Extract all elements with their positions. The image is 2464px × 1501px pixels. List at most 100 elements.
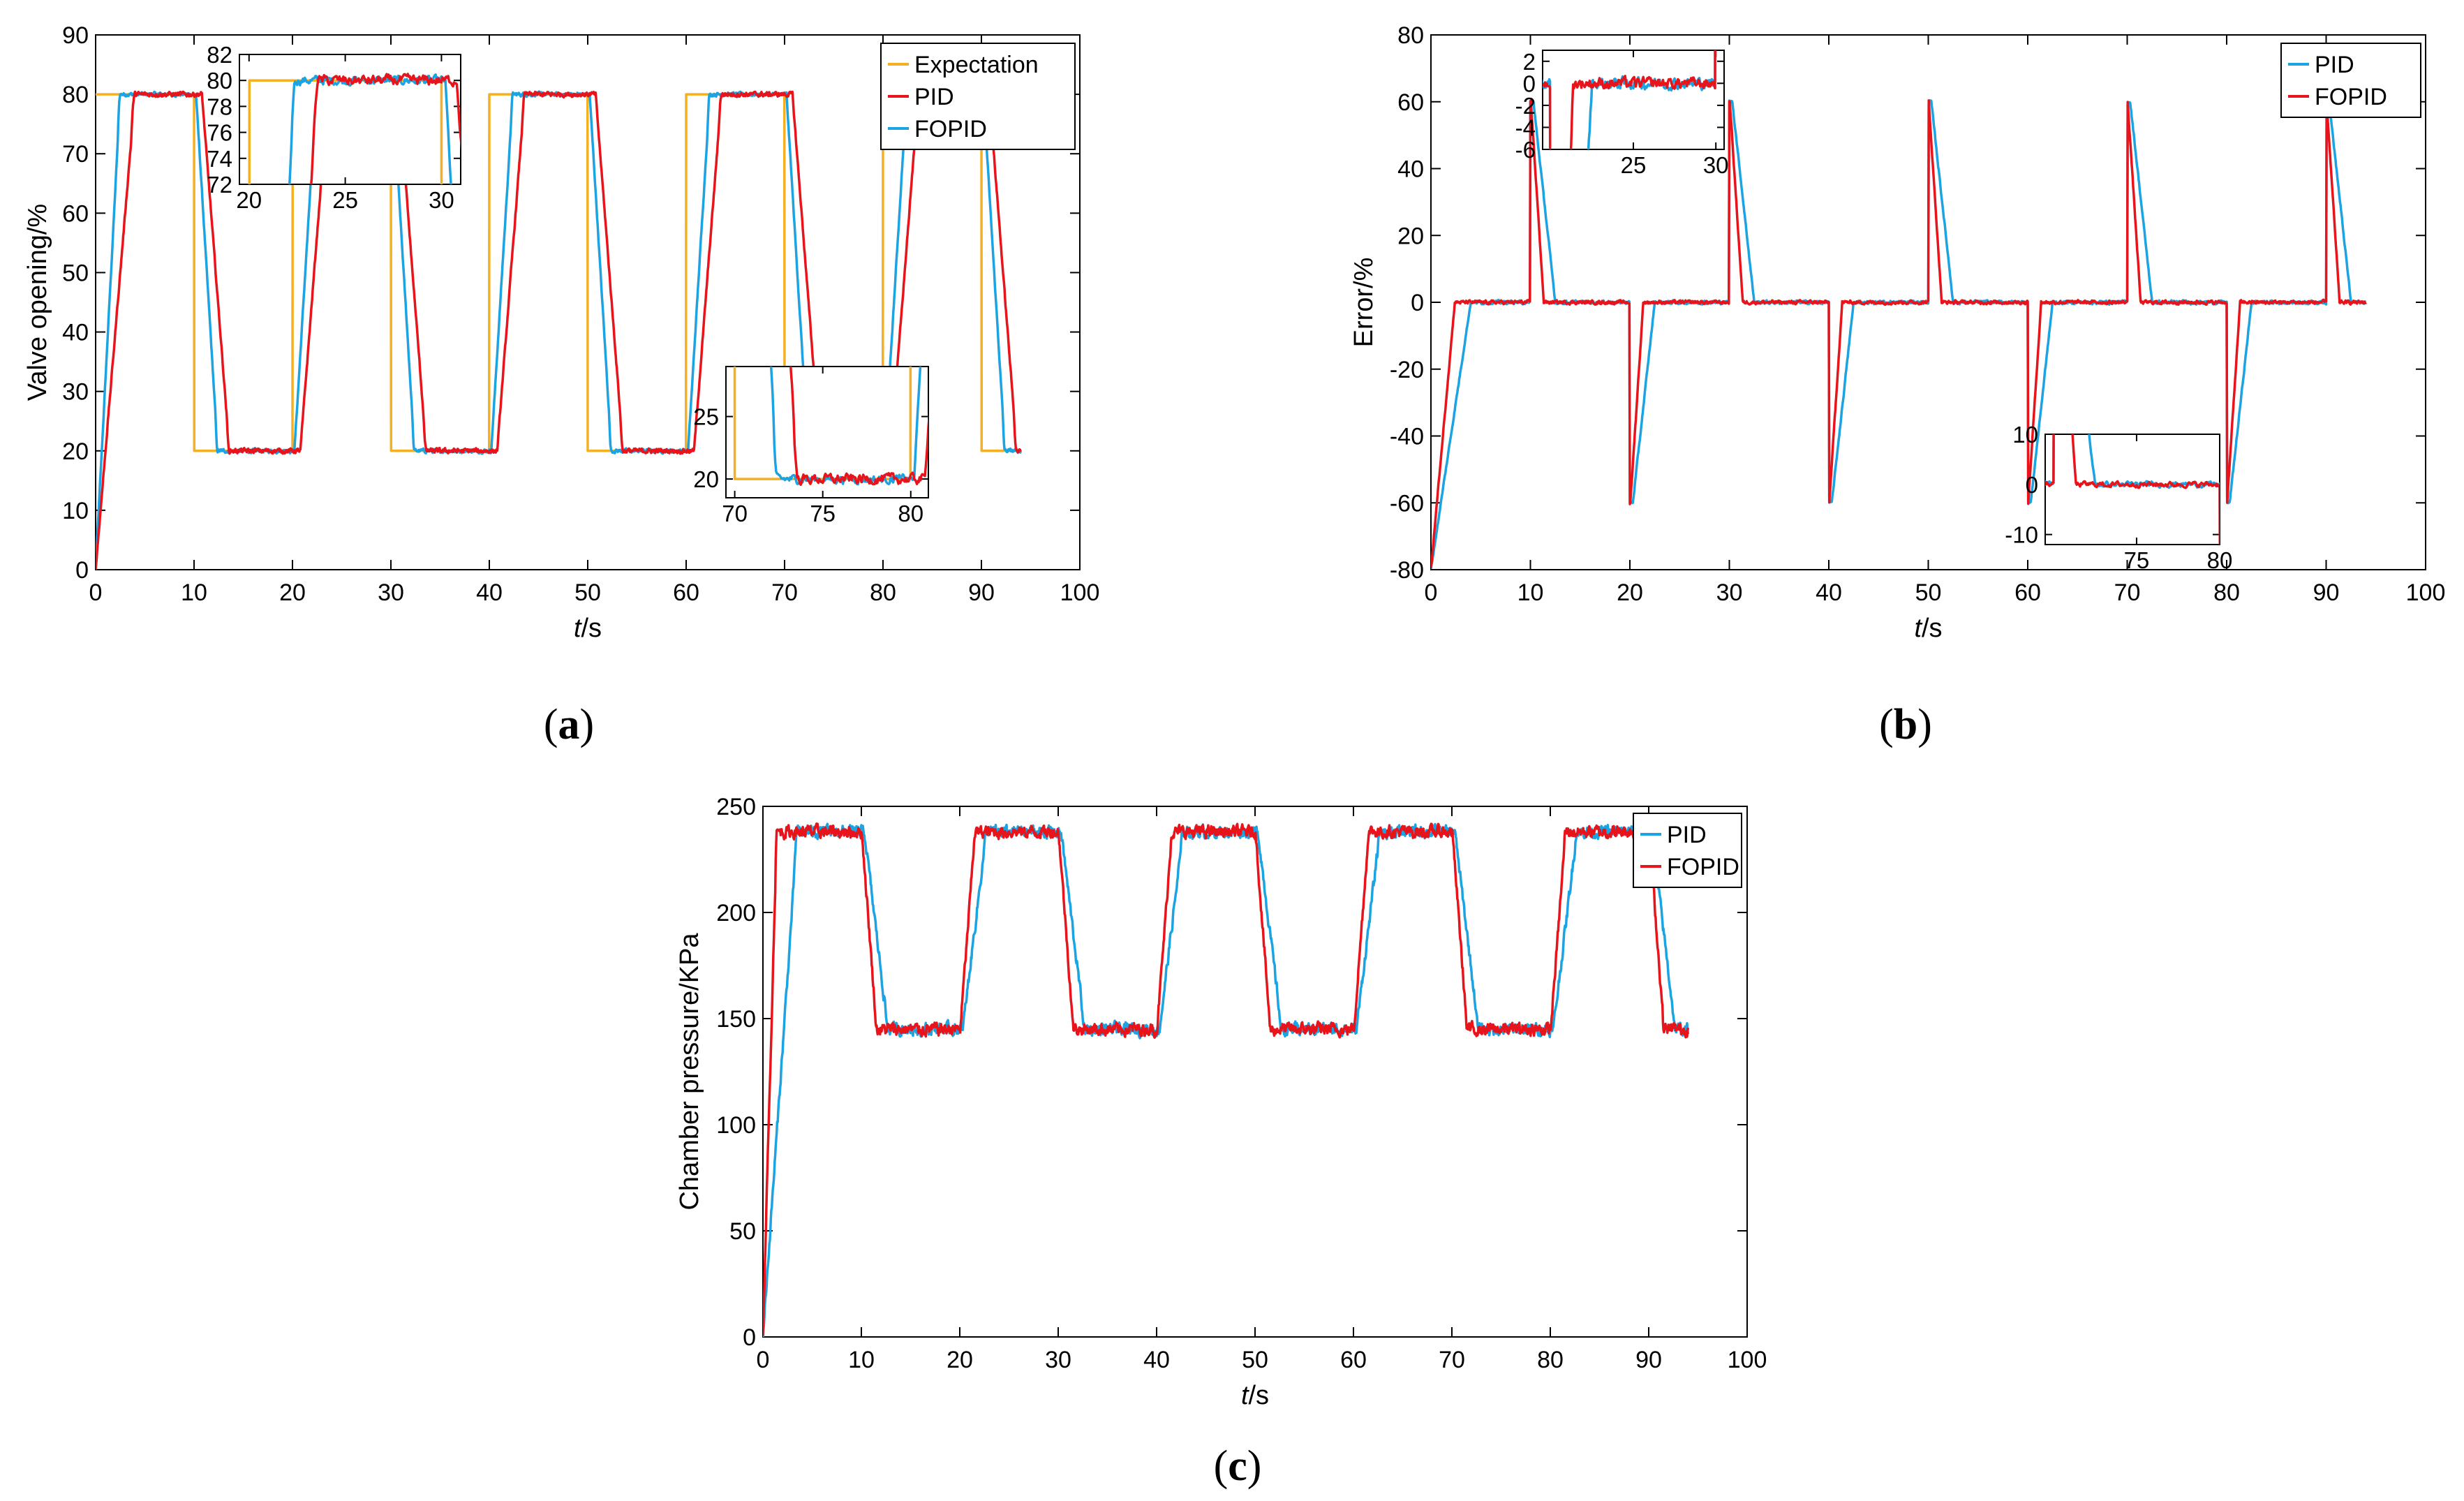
y-tick-label: 80 bbox=[62, 82, 89, 108]
chart-panel-c: 0 10 20 30 40 50 60 70 80 90 100 0 50 100 150 200 250 t/s… bbox=[675, 794, 1767, 1490]
legend-label: PID bbox=[1667, 822, 1707, 848]
y-tick-label: 0 bbox=[1523, 71, 1536, 96]
x-tick-label: 0 bbox=[1425, 579, 1438, 606]
y-tick-label: -40 bbox=[1390, 424, 1424, 450]
x-tick-label: 90 bbox=[2313, 579, 2340, 606]
y-tick-label: 40 bbox=[62, 320, 89, 346]
y-tick-label: 50 bbox=[729, 1218, 756, 1245]
legend-box bbox=[2280, 43, 2421, 118]
legend-label: FOPID bbox=[1667, 854, 1739, 880]
y-axis-label: Valve opening/% bbox=[23, 204, 52, 401]
x-tick-label: 20 bbox=[947, 1347, 973, 1373]
inset-chart: 75 80 10 0 -10 bbox=[2005, 422, 2233, 573]
panel-label: (a) bbox=[544, 701, 594, 748]
y-tick-label: -20 bbox=[1390, 357, 1424, 383]
plot-area bbox=[2044, 434, 2220, 545]
y-tick-label: 20 bbox=[1397, 223, 1424, 249]
x-tick-label: 30 bbox=[429, 187, 454, 213]
x-tick-label: 50 bbox=[574, 579, 601, 606]
x-tick-label: 25 bbox=[1621, 152, 1647, 178]
legend-box bbox=[1633, 813, 1742, 888]
y-tick-label: 80 bbox=[207, 68, 232, 94]
x-tick-label: 80 bbox=[2207, 547, 2233, 573]
x-axis-label: t/s bbox=[1241, 1381, 1269, 1410]
x-tick-label: 60 bbox=[1340, 1347, 1367, 1373]
x-tick-label: 25 bbox=[332, 187, 358, 213]
y-tick-label: 78 bbox=[207, 94, 232, 119]
legend-label: FOPID bbox=[914, 116, 987, 142]
x-axis-label: t/s bbox=[574, 614, 602, 643]
x-tick-label: 20 bbox=[236, 187, 262, 213]
series-fopid bbox=[763, 822, 1690, 1336]
panel-label: (b) bbox=[1879, 701, 1932, 748]
inset-chart: 25 30 20-2-4-6 bbox=[1515, 49, 1729, 178]
x-tick-label: 70 bbox=[722, 501, 748, 526]
x-tick-label: 30 bbox=[1703, 152, 1729, 178]
y-tick-label: -2 bbox=[1515, 93, 1536, 119]
y-tick-label: 20 bbox=[62, 438, 89, 465]
series-fopid bbox=[1431, 99, 2367, 568]
x-tick-label: 0 bbox=[757, 1347, 770, 1373]
x-tick-label: 90 bbox=[968, 579, 995, 606]
y-tick-label: 25 bbox=[693, 404, 719, 430]
x-tick-label: 40 bbox=[1816, 579, 1842, 606]
y-tick-label: 60 bbox=[62, 200, 89, 227]
inset-series-fopid bbox=[1543, 50, 1716, 149]
y-tick-label: 0 bbox=[75, 557, 89, 584]
inset-series-fopid bbox=[2045, 434, 2220, 545]
x-tick-label: 70 bbox=[2114, 579, 2141, 606]
x-tick-label: 30 bbox=[1716, 579, 1743, 606]
legend-label: Expectation bbox=[914, 52, 1039, 78]
y-tick-label: -60 bbox=[1390, 490, 1424, 517]
y-axis-label: Error/% bbox=[1349, 258, 1379, 348]
x-tick-label: 75 bbox=[810, 501, 836, 526]
y-tick-label: 72 bbox=[207, 172, 232, 198]
chart-panel-a: 0 10 20 30 40 50 60 70 80 90 100 0 10 20 30 40 50 60 70 80 9… bbox=[23, 22, 1100, 748]
inset-series-pid bbox=[789, 367, 928, 487]
x-tick-label: 30 bbox=[1045, 1347, 1071, 1373]
y-tick-label: 40 bbox=[1397, 156, 1424, 183]
y-tick-label: 82 bbox=[207, 42, 232, 68]
y-tick-label: -6 bbox=[1515, 137, 1536, 163]
y-tick-label: -80 bbox=[1390, 557, 1424, 584]
inset-series-pid bbox=[309, 73, 461, 184]
x-tick-label: 50 bbox=[1242, 1347, 1268, 1373]
x-tick-label: 50 bbox=[1915, 579, 1942, 606]
chart-panel-b: 0 10 20 30 40 50 60 70 80 90 100-80-60-40-20020406… bbox=[1349, 22, 2445, 748]
x-tick-label: 20 bbox=[279, 579, 306, 606]
inset-series-fopid bbox=[288, 73, 452, 184]
y-tick-label: 10 bbox=[62, 498, 89, 524]
y-tick-label: 150 bbox=[716, 1006, 756, 1033]
y-tick-label: 30 bbox=[62, 379, 89, 406]
x-tick-label: 0 bbox=[89, 579, 103, 606]
plot-area bbox=[1542, 50, 1725, 150]
y-tick-label: 74 bbox=[207, 146, 232, 172]
y-tick-label: 20 bbox=[693, 466, 719, 492]
x-tick-label: 80 bbox=[1537, 1347, 1564, 1373]
legend-label: FOPID bbox=[2315, 84, 2387, 110]
x-tick-label: 90 bbox=[1635, 1347, 1662, 1373]
y-tick-label: 10 bbox=[2012, 422, 2038, 448]
y-tick-label: 0 bbox=[1411, 290, 1424, 316]
legend-label: PID bbox=[2315, 52, 2354, 78]
inset-chart: 70 75 80 20 25 bbox=[693, 366, 929, 526]
x-tick-label: 60 bbox=[673, 579, 699, 606]
x-tick-label: 10 bbox=[848, 1347, 875, 1373]
x-tick-label: 70 bbox=[1439, 1347, 1465, 1373]
y-tick-label: 0 bbox=[743, 1324, 756, 1351]
x-tick-label: 100 bbox=[1060, 579, 1100, 606]
x-tick-label: 80 bbox=[898, 501, 923, 526]
x-tick-label: 10 bbox=[1517, 579, 1544, 606]
legend-box bbox=[880, 43, 1076, 150]
panel-label: (c) bbox=[1214, 1442, 1262, 1490]
y-axis-label: Chamber pressure/KPa bbox=[675, 933, 704, 1211]
y-tick-label: 70 bbox=[62, 141, 89, 168]
x-tick-label: 40 bbox=[1143, 1347, 1170, 1373]
x-tick-label: 80 bbox=[870, 579, 896, 606]
plot-area bbox=[239, 54, 461, 185]
x-tick-label: 100 bbox=[1728, 1347, 1767, 1373]
y-tick-label: 100 bbox=[716, 1112, 756, 1139]
x-tick-label: 60 bbox=[2014, 579, 2041, 606]
y-tick-label: 2 bbox=[1523, 49, 1536, 75]
